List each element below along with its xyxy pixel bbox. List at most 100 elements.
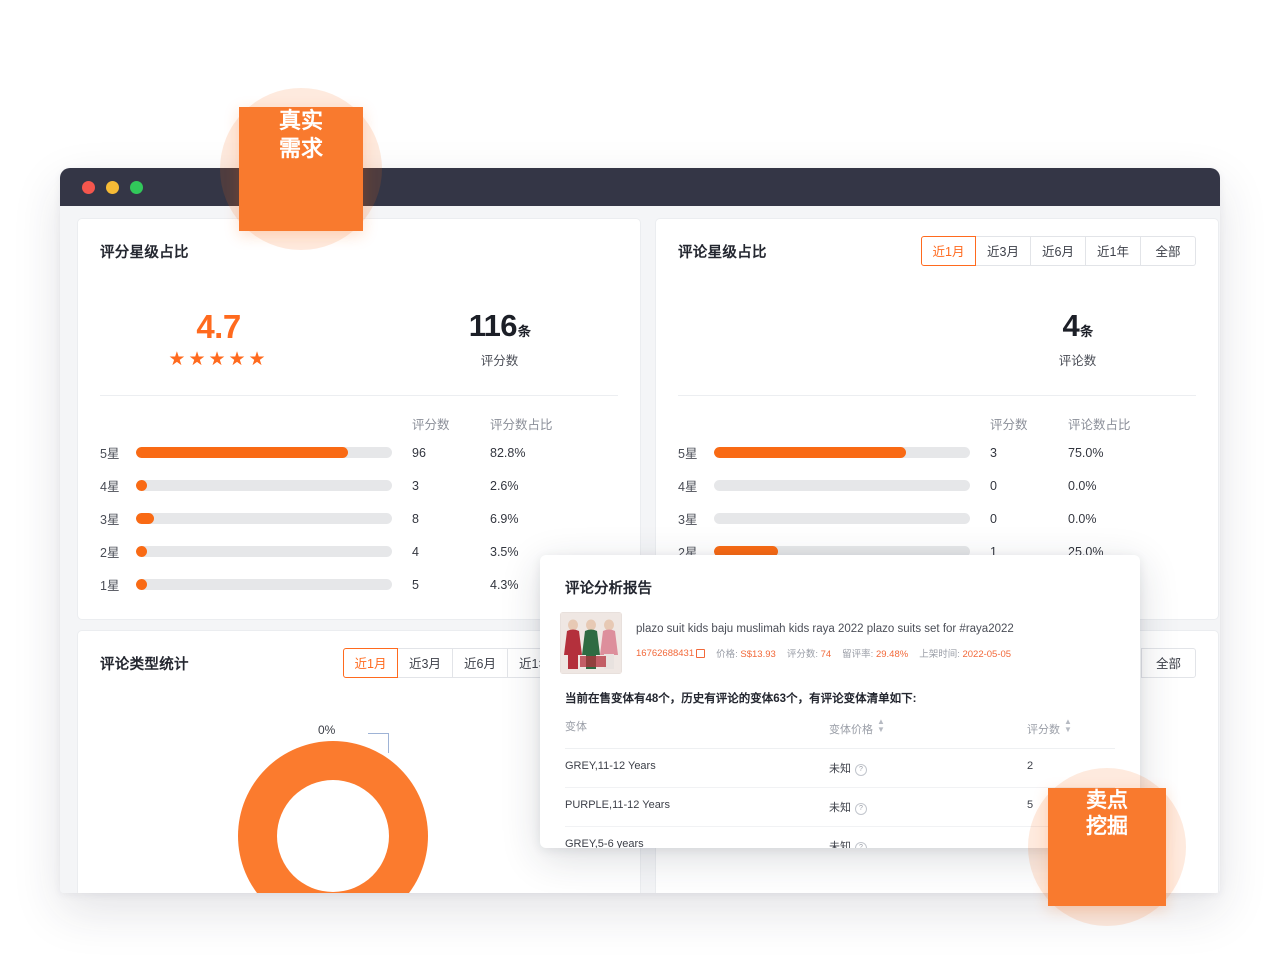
maximize-window-icon[interactable] [130, 180, 143, 194]
tab-近3月[interactable]: 近3月 [976, 236, 1031, 266]
bar-cell [714, 513, 970, 524]
meta-价格: 价格: S$13.93 [716, 649, 776, 661]
star-level-label: 3星 [100, 513, 120, 527]
percent-value: 0.0% [1068, 478, 1097, 493]
donut-leader-line-h [368, 733, 389, 734]
count-value: 0 [990, 511, 997, 526]
bar-track [714, 447, 970, 458]
th-score[interactable]: 评分数▲ ▼ [1027, 717, 1072, 737]
star-level-label: 5星 [678, 447, 698, 461]
bar-track [136, 480, 392, 491]
badge-line-2: 需求 [278, 135, 323, 161]
product-meta-items: 价格: S$13.93 评分数: 74 留评率: 29.48% 上架时间: 2022-… [716, 646, 1011, 660]
badge-selling-point-core: 卖点 挖掘 [1048, 788, 1166, 906]
bar-track [714, 513, 970, 524]
donut-label: 0% [318, 723, 336, 737]
bar-fill [136, 579, 147, 590]
bar-fill [714, 546, 778, 557]
tab-近6月[interactable]: 近6月 [453, 648, 508, 678]
review-count-block: 4条 评论数 [937, 310, 1218, 369]
bar-track [136, 513, 392, 524]
count-value: 4 [412, 544, 419, 559]
variant-table: 变体 变体价格▲ ▼ 评分数▲ ▼ GREY,11-12 Years 未知? 2 PURP… [565, 718, 1115, 848]
percent-value: 75.0% [1068, 445, 1104, 460]
rating-summary: 4.7 ★★★★★ 116条 评分数 [78, 283, 640, 395]
product-id: 16762688431 [636, 647, 695, 659]
review-count: 4条 [937, 310, 1218, 341]
review-period-tabs[interactable]: 近1月 近3月 近6月 近1年 全部 [921, 236, 1196, 266]
th-variant: 变体 [565, 721, 587, 733]
table-row: 5星 3 75.0% [678, 436, 1196, 469]
donut-chart: 0% [78, 695, 640, 893]
external-link-icon [696, 648, 706, 658]
table-row: PURPLE,11-12 Years 未知? 5 [565, 788, 1115, 827]
review-card-header: 评论星级占比 近1月 近3月 近6月 近1年 全部 [656, 219, 1218, 283]
divider [678, 395, 1196, 396]
review-count-unit: 条 [1080, 323, 1093, 339]
review-count-label: 评论数 [1058, 353, 1097, 368]
star-level-label: 5星 [100, 447, 120, 461]
minimize-window-icon[interactable] [106, 180, 119, 194]
help-icon[interactable]: ? [855, 764, 867, 776]
table-row: 2星 4 3.5% [100, 535, 618, 568]
variant-table-header: 变体 变体价格▲ ▼ 评分数▲ ▼ [565, 718, 1115, 749]
tab-近6月[interactable]: 近6月 [1031, 236, 1086, 266]
tab-近1月[interactable]: 近1月 [921, 236, 976, 266]
table-row: 5星 96 82.8% [100, 436, 618, 469]
table-row: 4星 3 2.6% [100, 469, 618, 502]
bar-cell [136, 546, 392, 557]
help-icon[interactable]: ? [855, 842, 867, 848]
rating-count: 116条 [359, 310, 640, 341]
modal-title: 评论分析报告 [565, 581, 652, 597]
table-row: 3星 8 6.9% [100, 502, 618, 535]
rating-count-label: 评分数 [480, 353, 519, 368]
star-level-label: 3星 [678, 513, 698, 527]
count-value: 1 [990, 544, 997, 559]
variant-name: GREY,5-6 years [565, 838, 644, 848]
meta-留评率: 留评率: 29.48% [842, 649, 909, 661]
bar-track [136, 579, 392, 590]
table-row: 3星 0 0.0% [678, 502, 1196, 535]
review-analysis-modal: 评论分析报告 [540, 555, 1140, 848]
variant-price: 未知? [829, 838, 1027, 848]
bar-cell [714, 447, 970, 458]
variant-price: 未知? [829, 799, 1027, 815]
table-row: 4星 0 0.0% [678, 469, 1196, 502]
variant-note: 当前在售变体有48个，历史有评论的变体63个，有评论变体清单如下: [565, 693, 917, 705]
star-level-label: 1星 [100, 579, 120, 593]
badge-line-2: 挖掘 [1086, 815, 1128, 839]
sort-icon[interactable]: ▲ ▼ [1064, 717, 1072, 734]
rating-distribution-table: 评分数 评分数占比 5星 96 82.8% 4星 3 2.6% 3星 8 6.9% 2星 4 3.5%… [78, 396, 640, 601]
rating-count-unit: 条 [517, 323, 531, 339]
bar-cell [714, 480, 970, 491]
bar-cell [136, 513, 392, 524]
bar-track [714, 546, 970, 557]
product-info: plazo suit kids baju muslimah kids raya … [636, 612, 1115, 674]
th-price[interactable]: 变体价格▲ ▼ [829, 717, 885, 737]
col-count: 评分数 [990, 417, 1028, 432]
table-row: GREY,5-6 years 未知? [565, 827, 1115, 848]
close-window-icon[interactable] [82, 180, 95, 194]
tab-近1年[interactable]: 近1年 [1086, 236, 1141, 266]
tab-近1月[interactable]: 近1月 [343, 648, 398, 678]
sort-icon[interactable]: ▲ ▼ [877, 717, 885, 734]
rating-distribution-card: 评分星级占比 4.7 ★★★★★ 116条 评分数 [77, 218, 641, 620]
product-meta: 16762688431 价格: S$13.93 评分数: 74 留评率: 29.48… [636, 646, 1115, 661]
star-level-label: 4星 [100, 480, 120, 494]
product-id-link[interactable]: 16762688431 [636, 647, 706, 659]
variant-name: PURPLE,11-12 Years [565, 799, 670, 811]
review-summary: 4条 评论数 [656, 283, 1218, 395]
tab-全部[interactable]: 全部 [1141, 648, 1196, 678]
product-name: plazo suit kids baju muslimah kids raya … [636, 623, 1014, 635]
help-icon[interactable]: ? [855, 803, 867, 815]
comment-type-title: 评论类型统计 [100, 656, 189, 673]
tab-近3月[interactable]: 近3月 [398, 648, 453, 678]
variant-score: 5 [1027, 799, 1034, 811]
count-value: 0 [990, 478, 997, 493]
variant-period-tabs[interactable]: 全部 [1141, 648, 1196, 678]
tab-全部[interactable]: 全部 [1141, 236, 1196, 266]
rating-score-block: 4.7 ★★★★★ [78, 310, 359, 369]
star-level-label: 2星 [100, 546, 120, 560]
bar-cell [136, 579, 392, 590]
